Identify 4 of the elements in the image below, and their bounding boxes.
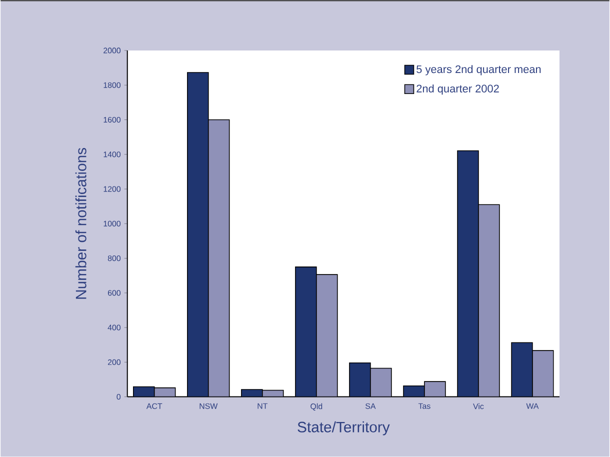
y-axis-title: Number of notifications xyxy=(75,148,86,299)
legend-label: 5 years 2nd quarter mean xyxy=(416,65,541,76)
x-axis-title: State/Territory xyxy=(298,422,390,436)
legend-label: 2nd quarter 2002 xyxy=(416,84,499,95)
